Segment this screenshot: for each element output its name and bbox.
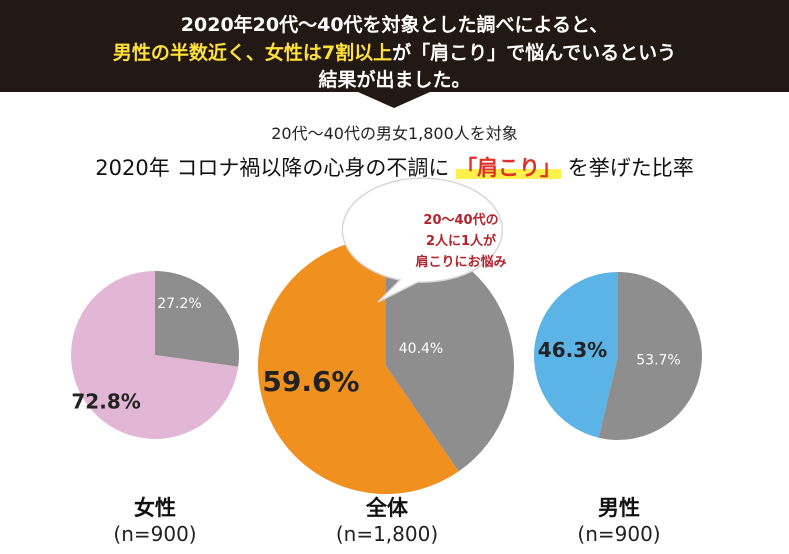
pie-total-slice-katakori [257, 237, 459, 495]
label-total: 全体 [366, 496, 408, 520]
n-men: (n=900) [577, 522, 661, 546]
pie-total-label-katakori: 59.6% [262, 365, 359, 398]
banner-line-2-rest: が「肩こり」で悩んでいるという [392, 42, 677, 64]
banner-line-2: 男性の半数近く、女性は7割以上が「肩こり」で悩んでいるという [0, 38, 789, 65]
n-total: (n=1,800) [335, 522, 439, 546]
banner-shape [0, 0, 789, 108]
pie-women-slice-other [155, 271, 240, 367]
subtitle: 20代～40代の男女1,800人を対象 [271, 124, 518, 143]
chart-title: 2020年 コロナ禍以降の心身の不調に 「肩こり」 を挙げた比率 [0, 152, 789, 182]
pie-men-label-other: 53.7% [636, 352, 680, 368]
pie-women-slice-katakori [71, 271, 239, 440]
banner-highlight: 男性の半数近く、女性は7割以上 [112, 42, 393, 64]
pie-total-slice-other [386, 238, 514, 472]
pie-total-label-other: 40.4% [399, 341, 443, 357]
bubble-line-2: 2人に1人が [426, 233, 496, 249]
bubble-line-1: 20～40代の [423, 212, 498, 228]
label-men: 男性 [598, 496, 640, 520]
title-after: を挙げた比率 [567, 156, 694, 180]
speech-bubble: 20～40代の 2人に1人が 肩こりにお悩み [341, 177, 507, 303]
label-women: 女性 [134, 496, 176, 520]
pie-women-label-katakori: 72.8% [71, 390, 140, 414]
banner-line-1: 2020年20代～40代を対象とした調べによると、 [180, 14, 609, 36]
pie-men-slice-katakori [534, 272, 618, 438]
banner-line-3: 結果が出ました。 [318, 69, 471, 91]
title-before: 2020年 コロナ禍以降の心身の不調に [95, 156, 450, 180]
pie-men-slice-other [598, 272, 703, 441]
pie-total: 59.6% 40.4% [257, 237, 514, 495]
title-highlight: 「肩こり」 [456, 156, 562, 180]
pie-women: 72.8% 27.2% [71, 271, 240, 440]
pie-men: 46.3% 53.7% [534, 272, 703, 441]
n-women: (n=900) [113, 522, 197, 546]
pie-women-label-other: 27.2% [157, 296, 201, 312]
banner-background [0, 0, 789, 108]
pie-men-label-katakori: 46.3% [538, 338, 607, 362]
bubble-line-3: 肩こりにお悩み [415, 254, 506, 270]
bubble-shape [341, 177, 504, 303]
